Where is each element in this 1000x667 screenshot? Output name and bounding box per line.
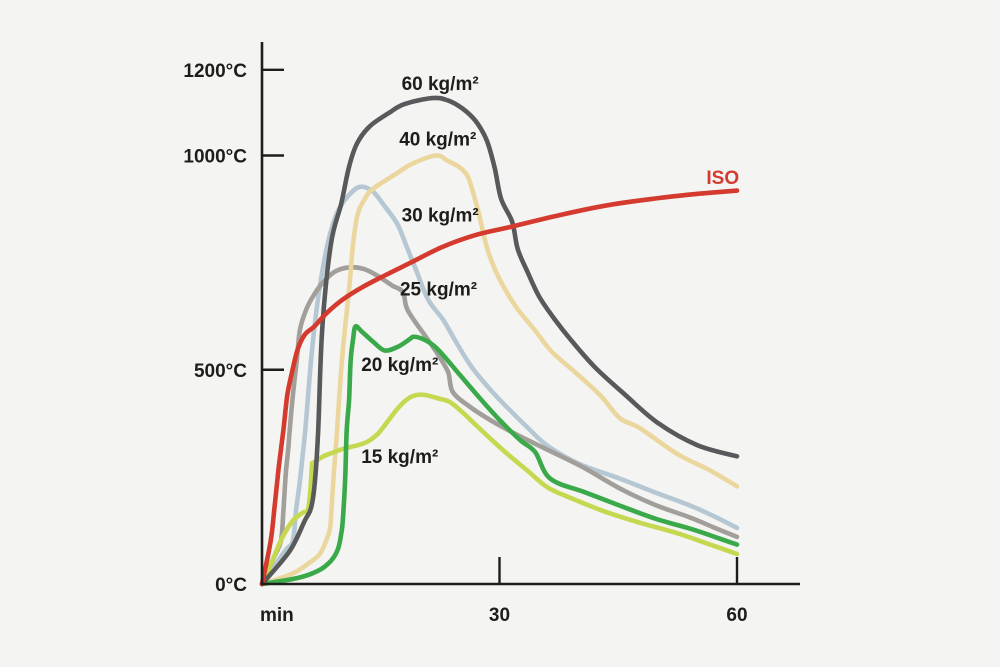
curve-label-fire-load-20: 20 kg/m² — [361, 355, 438, 376]
y-tick-label-500: 500°C — [194, 361, 247, 382]
x-tick-label-60: 60 — [726, 605, 747, 626]
y-tick-label-1200: 1200°C — [183, 61, 247, 82]
curve-fire-load-20 — [259, 323, 740, 587]
curve-label-fire-load-15: 15 kg/m² — [361, 447, 438, 468]
curve-iso — [259, 188, 740, 587]
curve-fire-load-15 — [259, 392, 740, 587]
curve-label-fire-load-40: 40 kg/m² — [399, 129, 476, 150]
curve-label-fire-load-60: 60 kg/m² — [402, 74, 479, 95]
y-tick-label-0: 0°C — [215, 575, 247, 596]
curve-fire-load-25 — [259, 264, 740, 587]
axis-lines — [260, 42, 800, 586]
curve-fire-load-30 — [259, 184, 740, 587]
curve-label-fire-load-25: 25 kg/m² — [400, 279, 477, 300]
y-tick-label-1000: 1000°C — [183, 147, 247, 168]
curve-label-fire-load-30: 30 kg/m² — [402, 206, 479, 227]
curve-fire-load-60 — [259, 95, 740, 587]
x-tick-label-30: 30 — [489, 605, 510, 626]
curve-label-iso: ISO — [706, 168, 739, 189]
x-axis-unit-label: min — [260, 605, 294, 626]
curve-fire-load-40 — [259, 153, 740, 587]
